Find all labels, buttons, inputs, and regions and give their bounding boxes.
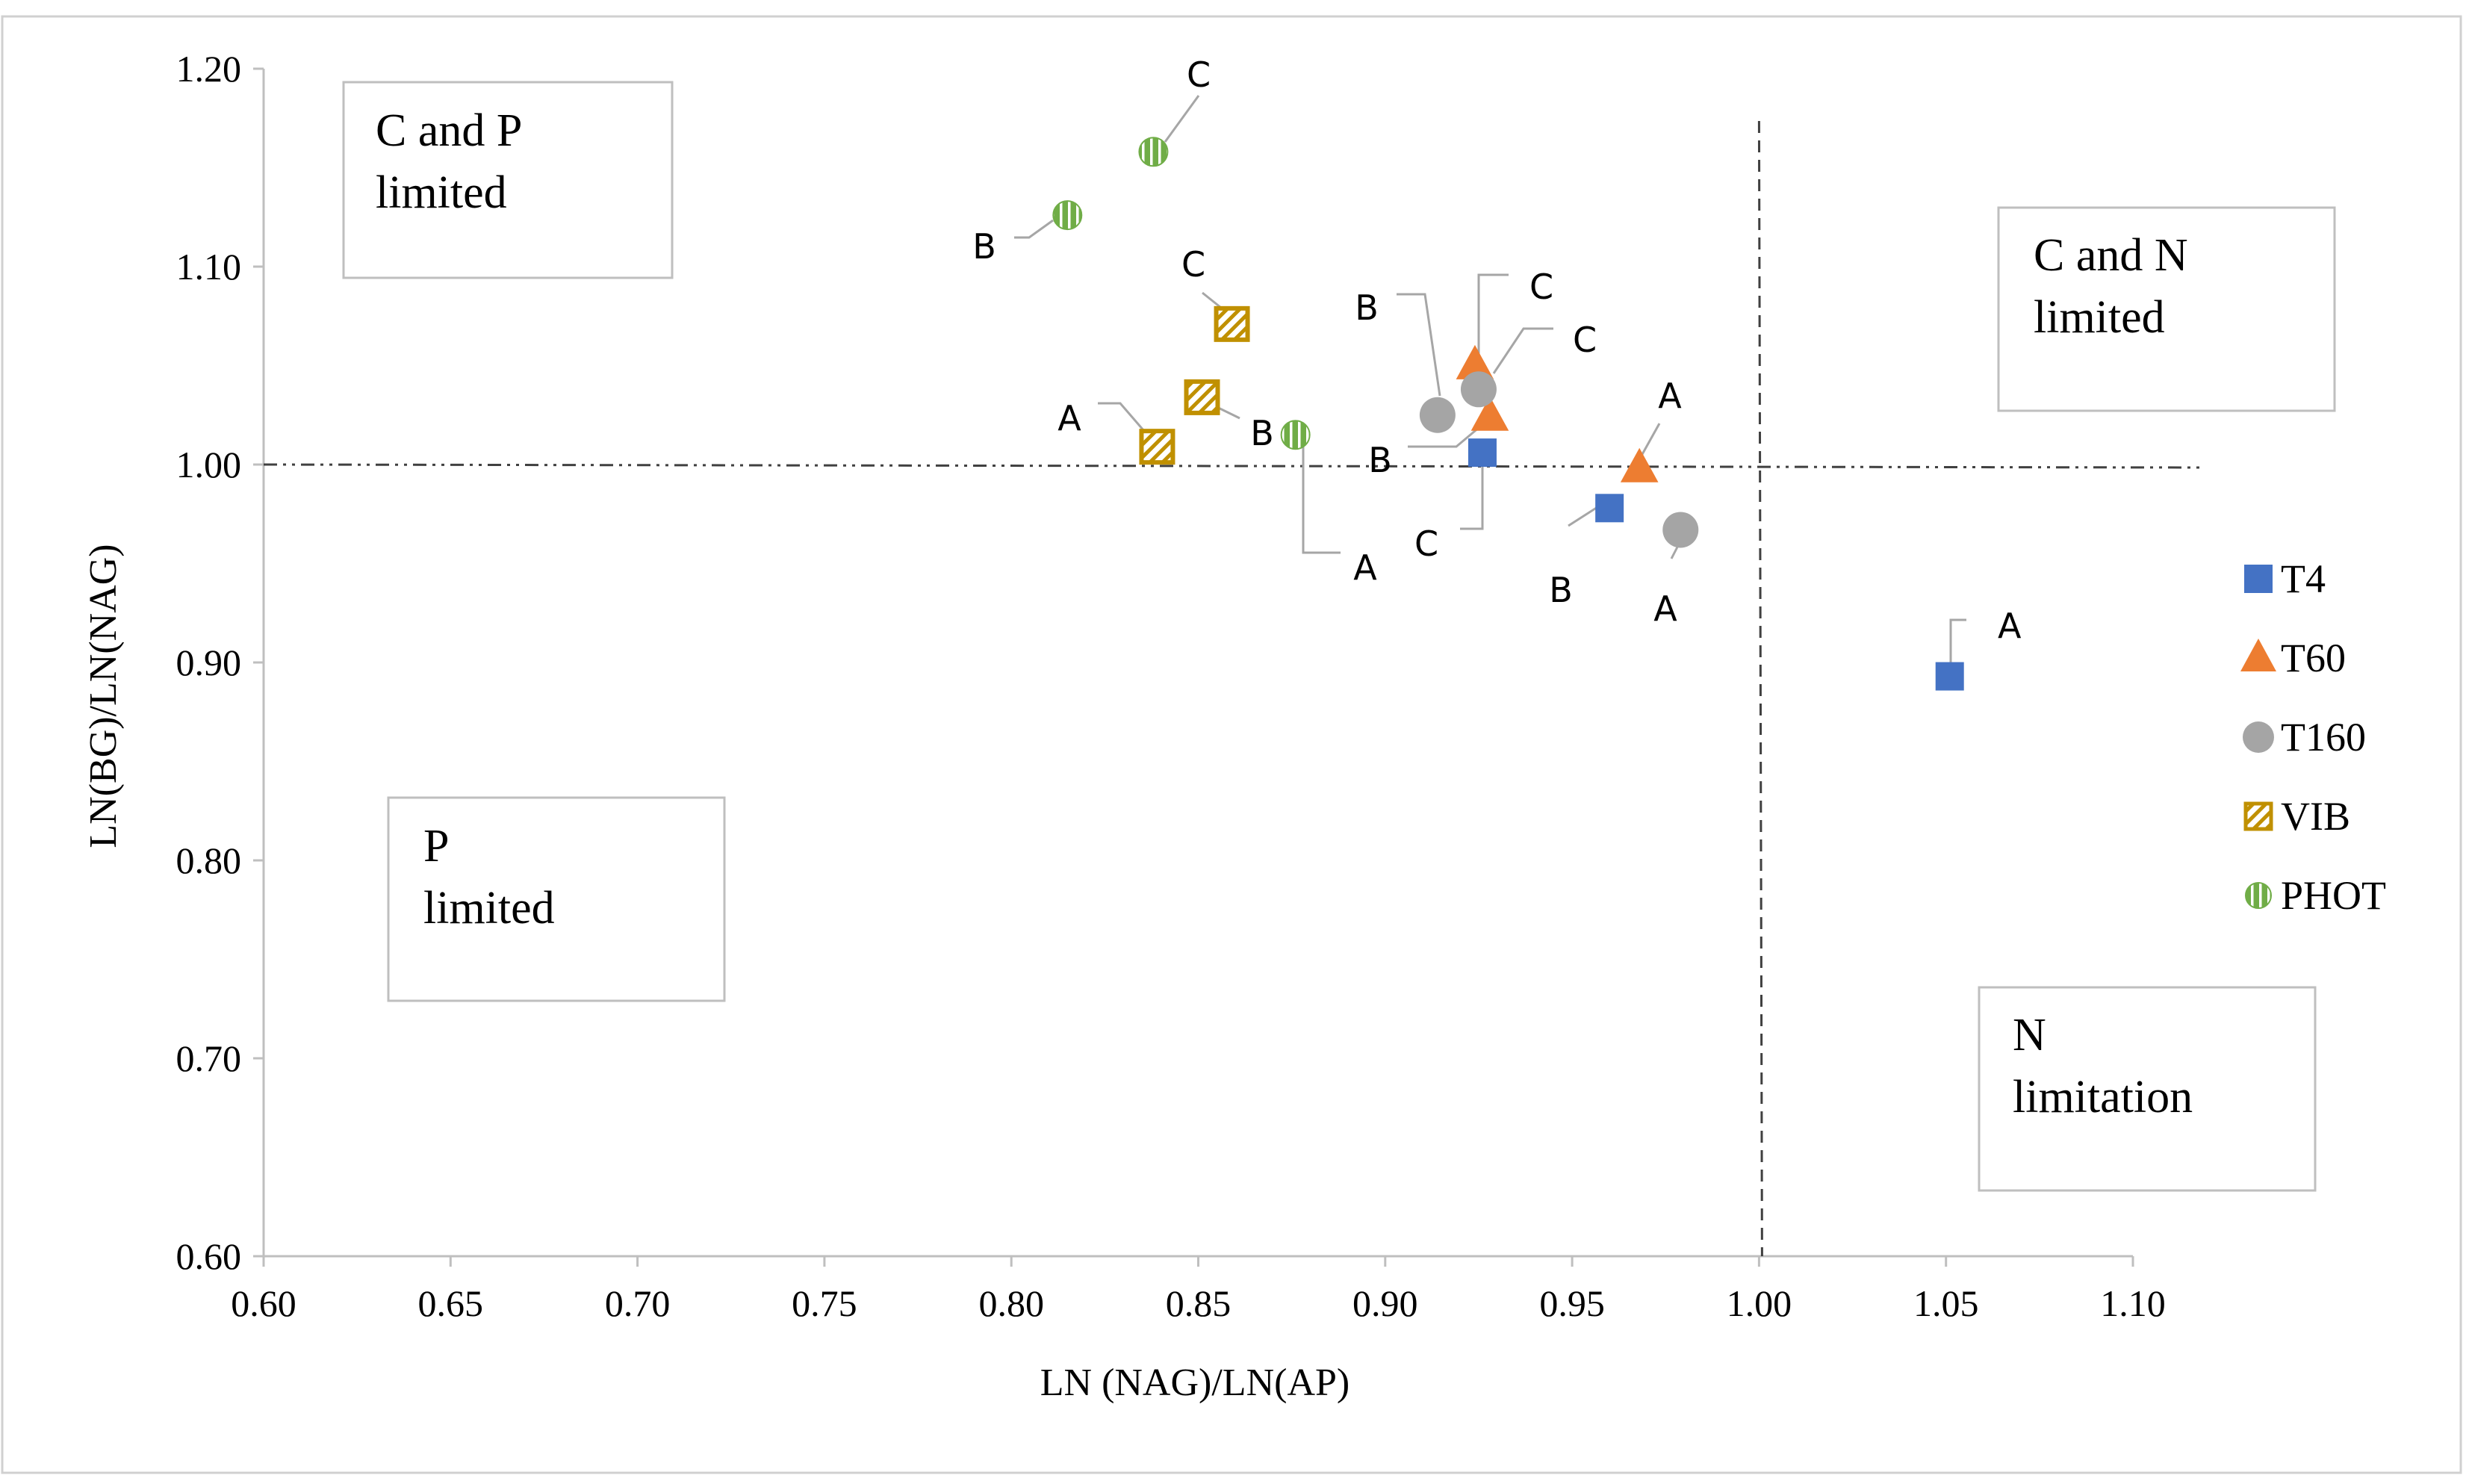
point-label: A (1658, 376, 1682, 416)
legend-swatch (2245, 882, 2272, 909)
legend-item-t4: T4 (2244, 556, 2326, 601)
legend-item-t160: T160 (2243, 715, 2366, 760)
legend-label: T60 (2281, 636, 2346, 680)
chart-border (1, 15, 2462, 1474)
region-label-line1: C and N (2034, 230, 2188, 281)
t4-point-a (1935, 662, 1964, 691)
legend-item-vib: VIB (2243, 794, 2350, 839)
point-label: C (1187, 55, 1211, 95)
vib-point-a (1139, 429, 1175, 465)
leader-line (1098, 402, 1150, 437)
y-tick-label: 0.70 (176, 1037, 242, 1079)
phot-point-c (1138, 137, 1169, 167)
legend: T4 T60 T160 VIB PHOT (2240, 556, 2386, 918)
point-label: C (1414, 524, 1438, 564)
region-label-line2: limited (376, 167, 507, 218)
t60-point-c (1456, 344, 1494, 379)
y-tick-label: 0.60 (176, 1235, 242, 1277)
x-tick-label: 1.10 (2100, 1282, 2166, 1324)
vib-point-b (1184, 379, 1220, 415)
axes: 0.60 0.70 0.80 0.90 1.00 1.10 1.20 0.60 0.65 0.70… (176, 48, 2166, 1324)
y-axis-title: LN(BG)/LN(NAG) (82, 544, 125, 848)
leader-line (1492, 327, 1553, 374)
leader-line (1164, 95, 1200, 143)
x-tick-label: 0.70 (605, 1282, 671, 1324)
point-label: A (1653, 589, 1677, 629)
region-box-p: P limited (387, 796, 726, 1002)
point-label: B (972, 226, 996, 267)
t160-point-a (1662, 512, 1699, 548)
leader-line (1014, 219, 1054, 239)
legend-label: T160 (2281, 715, 2366, 760)
point-label: C (1529, 267, 1553, 307)
legend-swatch (2243, 801, 2273, 831)
t60-point-a (1620, 447, 1659, 482)
point-label: A (1057, 398, 1081, 438)
legend-swatch (2243, 721, 2274, 753)
region-label-line2: limited (423, 883, 555, 934)
point-label: B (1549, 570, 1573, 610)
x-tick-label: 0.75 (792, 1282, 857, 1324)
x-tick-label: 0.65 (418, 1282, 484, 1324)
vib-point-c (1214, 305, 1250, 342)
phot-point-b (1052, 200, 1083, 231)
legend-swatch (2244, 565, 2273, 593)
x-tick-label: 0.60 (231, 1282, 296, 1324)
reference-line-horizontal (263, 463, 2204, 469)
t160-point-b (1419, 397, 1456, 433)
x-tick-label: 0.95 (1539, 1282, 1605, 1324)
reference-lines (263, 120, 2204, 1257)
phot-point-a (1280, 420, 1311, 450)
t4-point-c (1468, 438, 1497, 468)
leader-line (1640, 423, 1661, 456)
t160-point-c (1460, 371, 1497, 408)
y-tick-label: 1.10 (176, 246, 242, 288)
legend-swatch (2240, 639, 2276, 671)
point-label: A (1998, 606, 2022, 646)
region-label-line1: C and P (376, 105, 522, 156)
legend-label: VIB (2281, 794, 2350, 839)
point-label: A (1353, 547, 1377, 588)
y-tick-label: 0.80 (176, 839, 242, 881)
point-label: C (1181, 244, 1205, 285)
y-tick-label: 0.90 (176, 642, 242, 683)
t4-point-b (1595, 494, 1624, 523)
leader-line (1949, 618, 1966, 674)
region-label-line2: limitation (2013, 1072, 2193, 1123)
leader-line (1477, 273, 1509, 357)
point-label: B (1355, 288, 1379, 328)
region-label-line1: P (423, 821, 449, 872)
region-box-n: N limitation (1978, 986, 2317, 1192)
t60-point-b (1470, 396, 1509, 431)
leader-line (1302, 446, 1341, 554)
x-tick-label: 0.90 (1352, 1282, 1418, 1324)
leader-line (1460, 457, 1484, 530)
region-label-line2: limited (2034, 292, 2165, 343)
leader-line (1397, 293, 1441, 397)
region-box-c-and-p: C and P limited (342, 81, 674, 279)
label-leader-lines (1014, 95, 1966, 674)
legend-item-t60: T60 (2240, 636, 2346, 680)
legend-label: T4 (2281, 556, 2326, 601)
x-axis-title: LN (NAG)/LN(AP) (1040, 1362, 1350, 1404)
legend-label: PHOT (2281, 873, 2386, 918)
region-label-line1: N (2013, 1010, 2046, 1061)
x-tick-label: 1.00 (1727, 1282, 1792, 1324)
x-tick-label: 0.85 (1166, 1282, 1232, 1324)
x-tick-label: 0.80 (978, 1282, 1044, 1324)
point-label: B (1250, 413, 1274, 453)
y-tick-label: 1.00 (176, 444, 242, 485)
region-box-c-and-n: C and N limited (1997, 206, 2336, 412)
point-label: B (1368, 440, 1392, 480)
data-points (1052, 137, 1964, 691)
x-tick-label: 1.05 (1913, 1282, 1979, 1324)
point-label: C (1573, 320, 1597, 360)
y-tick-label: 1.20 (176, 48, 242, 90)
reference-line-vertical (1757, 120, 1763, 1257)
legend-item-phot: PHOT (2245, 873, 2386, 918)
